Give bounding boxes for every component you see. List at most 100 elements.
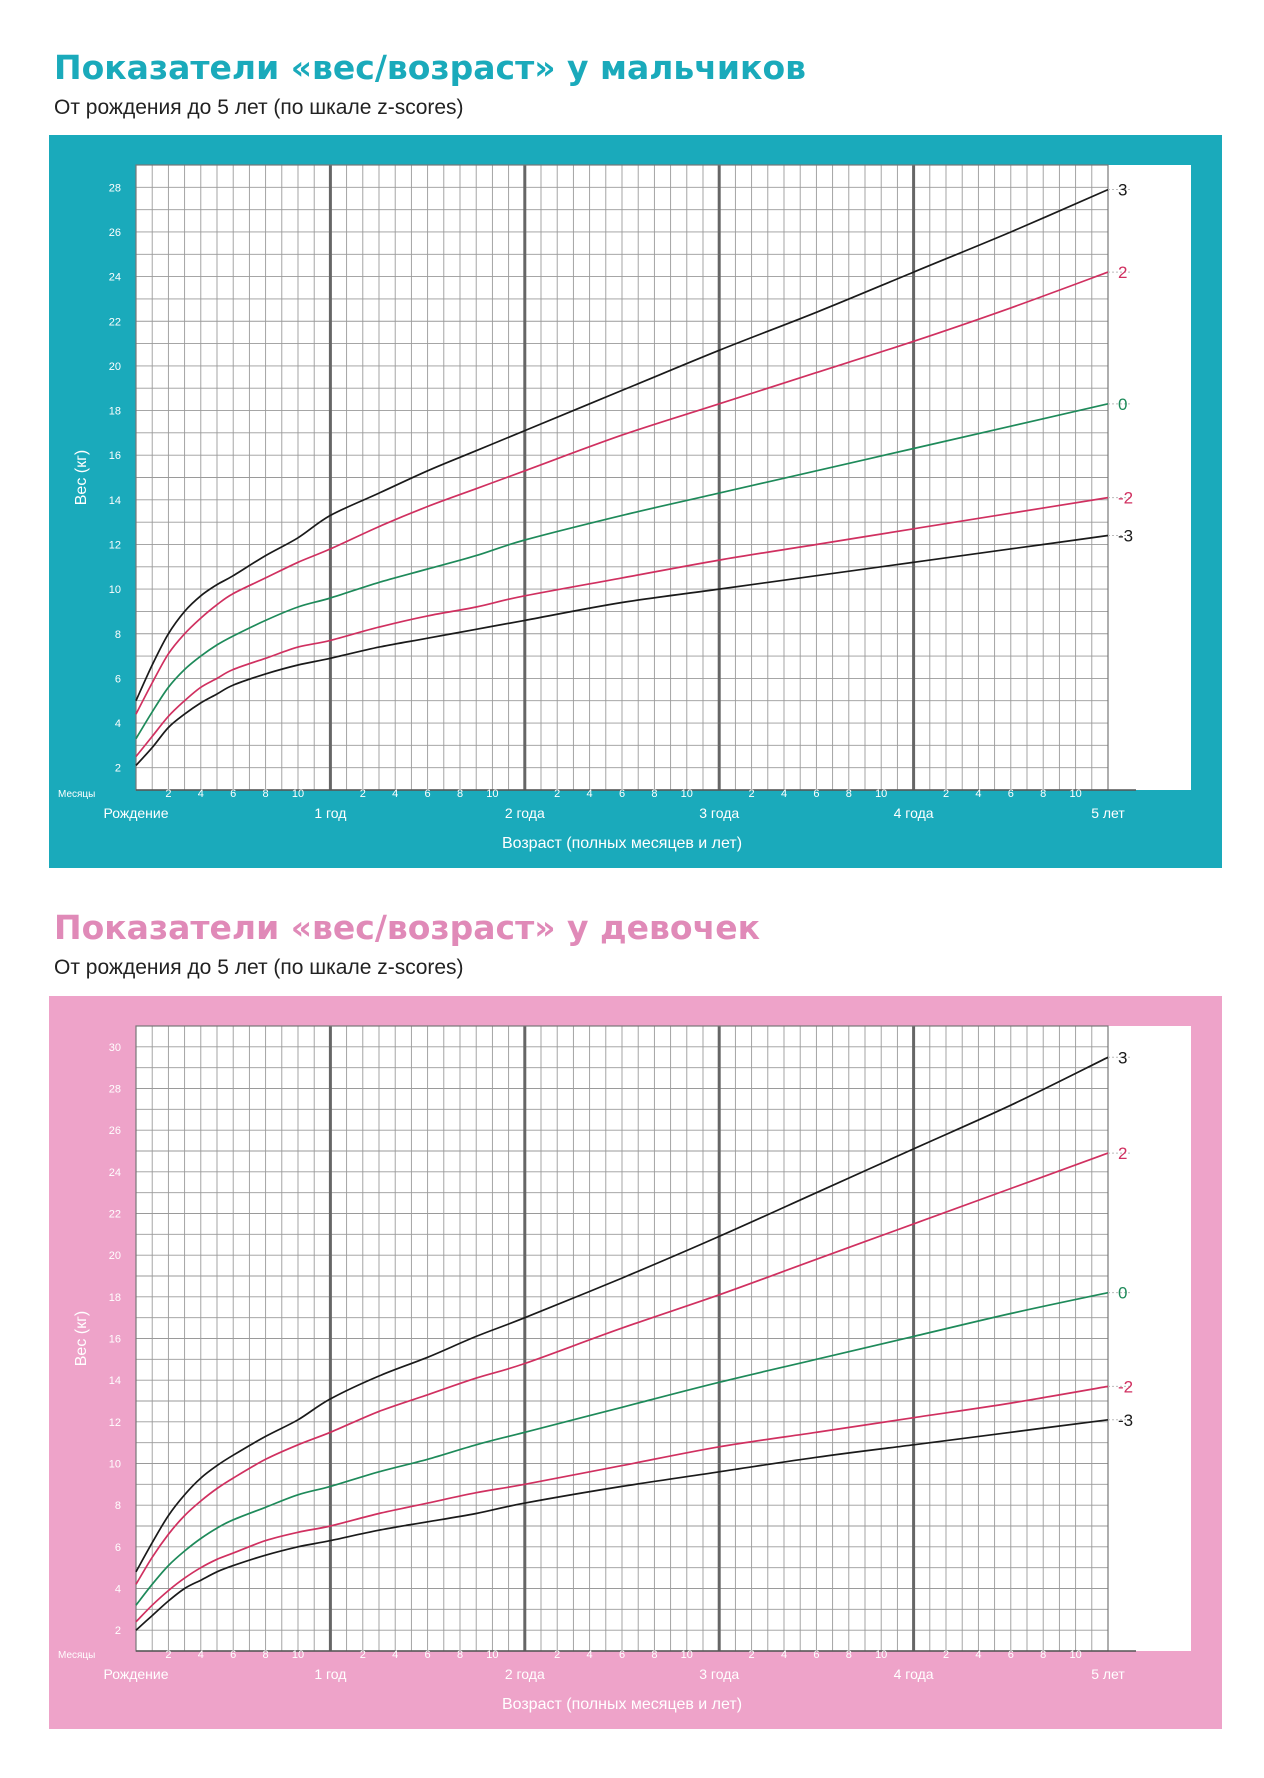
- y-tick-label-left: 12: [109, 1417, 121, 1429]
- girls-weight-chart-panel: 2 2 4 4 6 6 8 8 10 10 12 12 14 14 16 16 18 18 20 20 22 22 24 24…: [49, 996, 1222, 1729]
- year-label: 5 лет: [1091, 1666, 1125, 1682]
- y-tick-label-right: 24: [1146, 1167, 1158, 1179]
- x-tick-label: 6: [425, 1649, 431, 1661]
- x-tick-label: 10: [292, 788, 304, 800]
- x-tick-label: 4: [392, 1649, 398, 1661]
- z-score-curve-3: [135, 1056, 1109, 1573]
- y-tick-label-left: 30: [109, 1042, 121, 1054]
- y-tick-label-left: 20: [109, 1250, 121, 1262]
- z-score-curve-0: [135, 1291, 1109, 1606]
- y-tick-label-right: 28: [1146, 182, 1158, 194]
- y-tick-label-right: 20: [1146, 361, 1158, 373]
- y-tick-label-right: 14: [1146, 1375, 1158, 1387]
- y-tick-label-left: 8: [115, 629, 121, 641]
- x-tick-label: 6: [619, 788, 625, 800]
- year-label: 2 года: [505, 805, 545, 821]
- x-tick-label: 2: [165, 788, 171, 800]
- year-label: Рождение: [103, 1666, 168, 1682]
- right-label-strip: [1108, 165, 1191, 790]
- x-tick-label: 8: [1040, 1649, 1046, 1661]
- y-tick-label-right: 18: [1146, 1292, 1158, 1304]
- y-axis-label: Вес (кг): [73, 450, 90, 506]
- x-tick-label: 8: [846, 788, 852, 800]
- year-label: Рождение: [103, 805, 168, 821]
- x-tick-label: 2: [749, 1649, 755, 1661]
- z-score-curve--2: [135, 496, 1109, 758]
- y-tick-label-left: 2: [115, 1625, 121, 1637]
- z-score-label: -3: [1118, 527, 1133, 546]
- x-tick-label: 10: [1069, 788, 1081, 800]
- z-score-curve-2: [135, 1152, 1109, 1585]
- y-tick-label-left: 16: [109, 450, 121, 462]
- x-tick-label: 8: [457, 788, 463, 800]
- y-tick-label-right: 8: [1149, 1500, 1155, 1512]
- y-tick-label-right: 22: [1146, 316, 1158, 328]
- x-tick-label: 2: [943, 1649, 949, 1661]
- x-tick-label: 6: [619, 1649, 625, 1661]
- x-tick-label: 2: [554, 788, 560, 800]
- y-tick-label-right: 26: [1146, 1125, 1158, 1137]
- z-score-curve-3: [135, 188, 1109, 702]
- y-tick-label-right: 26: [1146, 227, 1158, 239]
- y-tick-label-right: 28: [1146, 1084, 1158, 1096]
- x-axis-label: Возраст (полных месяцев и лет): [502, 835, 742, 852]
- x-tick-label: 4: [587, 1649, 593, 1661]
- series-lines: [135, 1056, 1109, 1631]
- x-tick-label: 10: [1069, 1649, 1081, 1661]
- year-label: 1 год: [314, 805, 346, 821]
- y-tick-label-right: 8: [1149, 629, 1155, 641]
- x-tick-label: 6: [230, 1649, 236, 1661]
- y-tick-label-right: 18: [1146, 406, 1158, 418]
- y-tick-label-right: 6: [1149, 1542, 1155, 1554]
- x-tick-label: 2: [360, 1649, 366, 1661]
- year-label: 3 года: [699, 1666, 739, 1682]
- y-tick-label-left: 24: [109, 272, 121, 284]
- boys-chart-subtitle: От рождения до 5 лет (по шкале z-scores): [54, 96, 464, 119]
- grid: [135, 164, 1109, 791]
- x-tick-label: 8: [651, 788, 657, 800]
- y-tick-label-left: 28: [109, 1084, 121, 1096]
- x-tick-label: 8: [263, 788, 269, 800]
- z-score-curve--2: [135, 1385, 1109, 1623]
- y-tick-label-left: 24: [109, 1167, 121, 1179]
- x-tick-label: 4: [587, 788, 593, 800]
- y-tick-label-right: 14: [1146, 495, 1158, 507]
- y-tick-label-left: 2: [115, 763, 121, 775]
- girls-chart-title: Показатели «вес/возраст» у девочек: [54, 908, 761, 947]
- y-tick-label-left: 22: [109, 1209, 121, 1221]
- z-score-curve-0: [135, 402, 1109, 740]
- y-tick-label-left: 14: [109, 495, 121, 507]
- boys-weight-chart-panel: 2 2 4 4 6 6 8 8 10 10 12 12 14 14 16 16 18 18 20 20 22 22 24 24…: [49, 135, 1222, 868]
- x-tick-label: 2: [749, 788, 755, 800]
- y-tick-label-right: 16: [1146, 450, 1158, 462]
- year-label: 4 года: [894, 1666, 934, 1682]
- y-tick-label-left: 10: [109, 584, 121, 596]
- x-tick-label: 4: [975, 1649, 981, 1661]
- x-tick-label: 4: [975, 788, 981, 800]
- x-tick-label: 6: [1008, 788, 1014, 800]
- z-score-label: 2: [1118, 263, 1127, 282]
- y-tick-label-left: 14: [109, 1375, 121, 1387]
- y-tick-label-right: 10: [1146, 584, 1158, 596]
- right-label-strip: [1108, 1026, 1191, 1651]
- x-tick-label: 2: [554, 1649, 560, 1661]
- series-lines: [135, 188, 1109, 766]
- y-tick-label-right: 12: [1146, 1417, 1158, 1429]
- x-tick-label: 8: [846, 1649, 852, 1661]
- x-tick-label: 6: [813, 788, 819, 800]
- y-tick-label-right: 2: [1149, 763, 1155, 775]
- z-score-label: 3: [1118, 181, 1127, 200]
- x-tick-label: 8: [263, 1649, 269, 1661]
- x-tick-label: 4: [781, 1649, 787, 1661]
- x-tick-label: 6: [813, 1649, 819, 1661]
- y-tick-label-left: 22: [109, 316, 121, 328]
- x-tick-label: 4: [198, 1649, 204, 1661]
- x-tick-label: 2: [943, 788, 949, 800]
- y-tick-label-right: 30: [1146, 1042, 1158, 1054]
- z-score-label: -2: [1118, 489, 1133, 508]
- x-tick-label: 10: [486, 1649, 498, 1661]
- z-score-curve--3: [135, 534, 1109, 766]
- y-tick-label-right: 2: [1149, 1625, 1155, 1637]
